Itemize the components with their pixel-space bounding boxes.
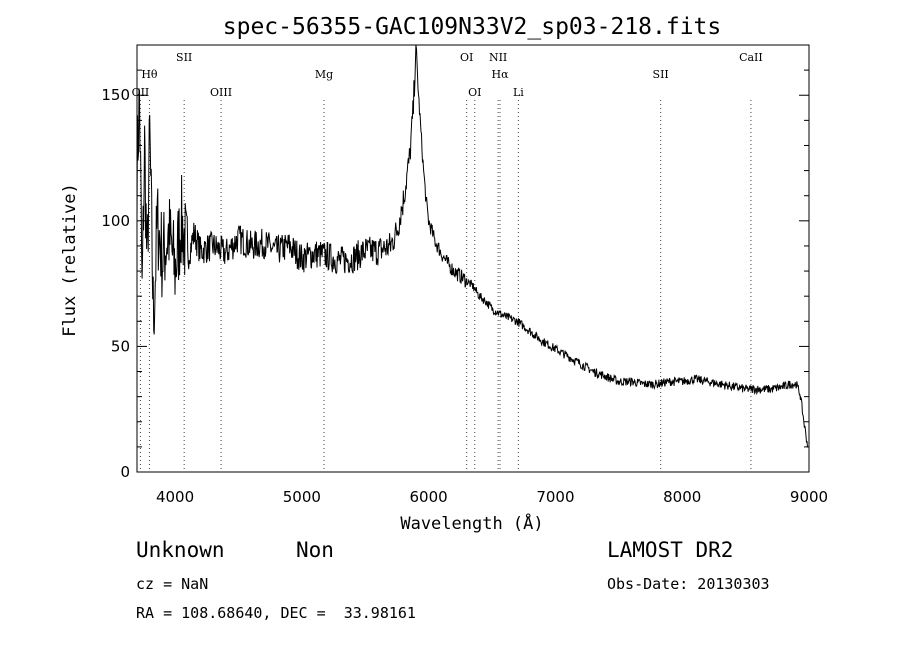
y-tick-label: 150 [101, 86, 130, 104]
spectral-line-label: CaII [739, 51, 763, 64]
y-axis-label: Flux (relative) [60, 183, 80, 337]
spectral-line-label: OI [460, 51, 473, 64]
flux-series [136, 44, 808, 448]
x-tick-label: 4000 [156, 488, 194, 506]
redshift-label: cz = NaN [136, 575, 209, 593]
spectral-line-label: Mg [315, 68, 333, 81]
x-tick-label: 7000 [536, 488, 574, 506]
x-tick-label: 6000 [410, 488, 448, 506]
x-tick-label: 9000 [790, 488, 828, 506]
survey-label: LAMOST DR2 [607, 538, 734, 562]
spectral-line-label: Hθ [141, 68, 158, 81]
spectral-line-label: Li [513, 86, 524, 99]
spectral-lines: OII Hθ SII OIII Mg OI OI NII Hα Li SII CaII [132, 51, 763, 472]
spectral-line-label: OI [468, 86, 481, 99]
subclass-label: Non [296, 538, 334, 562]
spectral-line-label: OIII [210, 86, 232, 99]
coordinates-label: RA = 108.68640, DEC = 33.98161 [136, 604, 416, 622]
x-tick-label: 5000 [283, 488, 321, 506]
spectral-line-label: Hα [491, 68, 509, 81]
y-tick-label: 0 [120, 463, 130, 481]
chart-title: spec-56355-GAC109N33V2_sp03-218.fits [223, 14, 722, 40]
spectral-line-label: NII [489, 51, 507, 64]
plot-frame [136, 44, 810, 473]
flux-line [136, 44, 808, 448]
spectral-line-label: OII [132, 86, 150, 99]
spectral-line-label: SII [176, 51, 192, 64]
spectral-line-label: SII [653, 68, 669, 81]
axis-ticks: 4000 5000 6000 7000 8000 9000 0 50 100 150 [101, 44, 828, 506]
x-axis-label: Wavelength (Å) [400, 512, 543, 534]
y-tick-label: 50 [111, 337, 130, 355]
spectrum-chart: spec-56355-GAC109N33V2_sp03-218.fits OII… [60, 14, 828, 534]
obs-date-label: Obs-Date: 20130303 [607, 575, 770, 593]
classification-label: Unknown [136, 538, 225, 562]
x-tick-label: 8000 [663, 488, 701, 506]
y-tick-label: 100 [101, 212, 130, 230]
